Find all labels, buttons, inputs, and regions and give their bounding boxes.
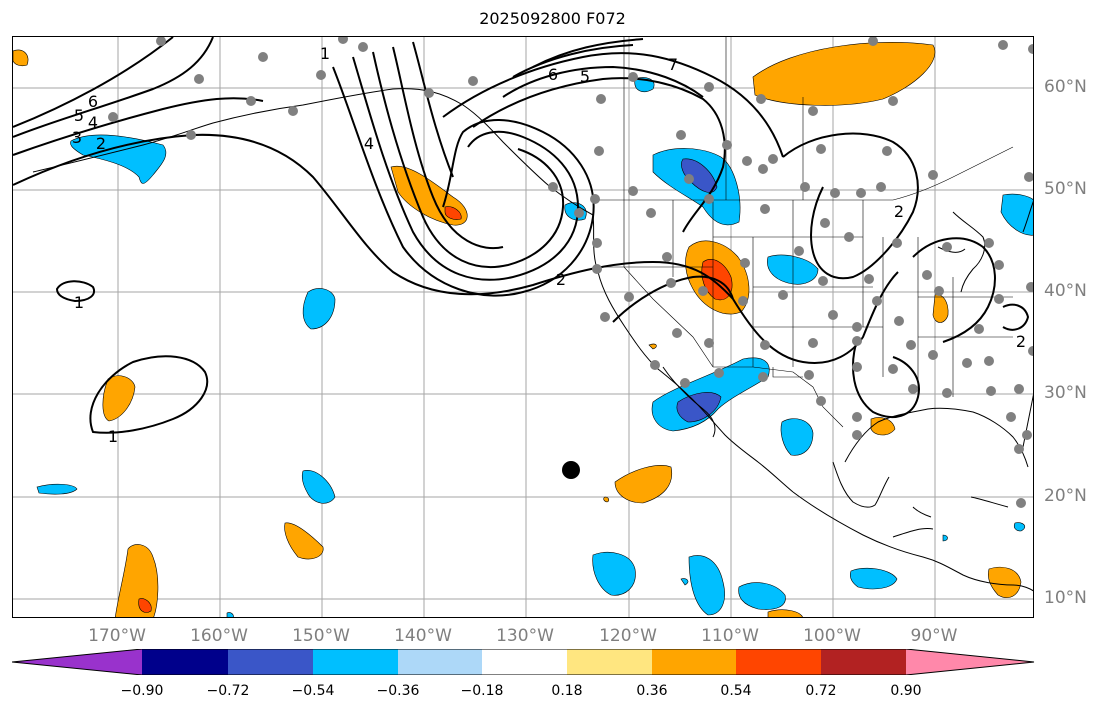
lat-label: 40°N <box>1044 281 1087 301</box>
lon-label: 120°W <box>599 626 657 646</box>
colorbar-segment <box>482 649 567 675</box>
contour-label: 2 <box>1016 332 1026 351</box>
lat-label: 60°N <box>1044 77 1087 97</box>
colorbar-segment <box>12 649 142 675</box>
coastlines <box>32 88 1033 592</box>
contour-label: 2 <box>894 202 904 221</box>
colorbar-tick-label: 0.72 <box>805 683 837 699</box>
colorbar-segment <box>228 649 313 675</box>
colorbar-tick-label: 0.36 <box>636 683 668 699</box>
lat-label: 30°N <box>1044 383 1087 403</box>
contour-label: 4 <box>364 134 374 153</box>
lon-label: 130°W <box>496 626 554 646</box>
contour-label: 4 <box>88 113 98 132</box>
colorbar-segment <box>652 649 736 675</box>
colorbar-segment <box>821 649 906 675</box>
contour-label: 7 <box>668 55 678 74</box>
contour-label: 1 <box>108 427 118 446</box>
colorbar-segment <box>567 649 652 675</box>
colorbar-tick-label: 0.90 <box>890 683 922 699</box>
contour-label: 1 <box>74 293 84 312</box>
contour-label-group: 1 2 2 4 5 6 7 1 2 3 4 5 6 1 2 <box>72 44 1026 446</box>
colorbar <box>12 649 1035 675</box>
lon-label: 160°W <box>190 626 248 646</box>
colorbar-tick-label: −0.54 <box>291 683 335 699</box>
lon-label: 100°W <box>803 626 861 646</box>
colorbar-tick-label: −0.72 <box>206 683 250 699</box>
map-title: 2025092800 F072 <box>479 9 626 28</box>
colorbar-tick-label: −0.18 <box>460 683 504 699</box>
colorbar-segment <box>398 649 482 675</box>
colorbar-segment <box>736 649 821 675</box>
lon-label: 90°W <box>910 626 958 646</box>
colorbar-segment <box>142 649 228 675</box>
lat-label: 20°N <box>1044 486 1087 506</box>
lat-label: 10°N <box>1044 588 1087 608</box>
contour-label: 2 <box>556 270 566 289</box>
station-dots <box>108 37 1033 508</box>
colorbar-segment <box>313 649 398 675</box>
contour-label: 3 <box>72 128 82 147</box>
lon-label: 150°W <box>292 626 350 646</box>
anomaly-fills <box>13 42 1033 617</box>
contour-label: 5 <box>580 67 590 86</box>
lon-label: 140°W <box>394 626 452 646</box>
colorbar-tick-label: 0.18 <box>551 683 583 699</box>
contour-lines <box>13 37 1030 434</box>
map-canvas: 1 2 2 4 5 6 7 1 2 3 4 5 6 1 2 <box>13 37 1033 617</box>
map-panel: 1 2 2 4 5 6 7 1 2 3 4 5 6 1 2 <box>12 36 1034 618</box>
colorbar-tick-label: −0.90 <box>120 683 164 699</box>
colorbar-segment <box>906 649 1034 675</box>
contour-label: 1 <box>320 44 330 63</box>
lon-label: 110°W <box>701 626 759 646</box>
black-marker <box>562 461 580 479</box>
lon-label: 170°W <box>88 626 146 646</box>
colorbar-tick-label: −0.36 <box>376 683 420 699</box>
contour-label: 2 <box>96 134 106 153</box>
contour-label: 6 <box>548 65 558 84</box>
lat-label: 50°N <box>1044 179 1087 199</box>
colorbar-tick-label: 0.54 <box>720 683 752 699</box>
contour-label: 5 <box>74 106 84 125</box>
contour-label: 6 <box>88 92 98 111</box>
